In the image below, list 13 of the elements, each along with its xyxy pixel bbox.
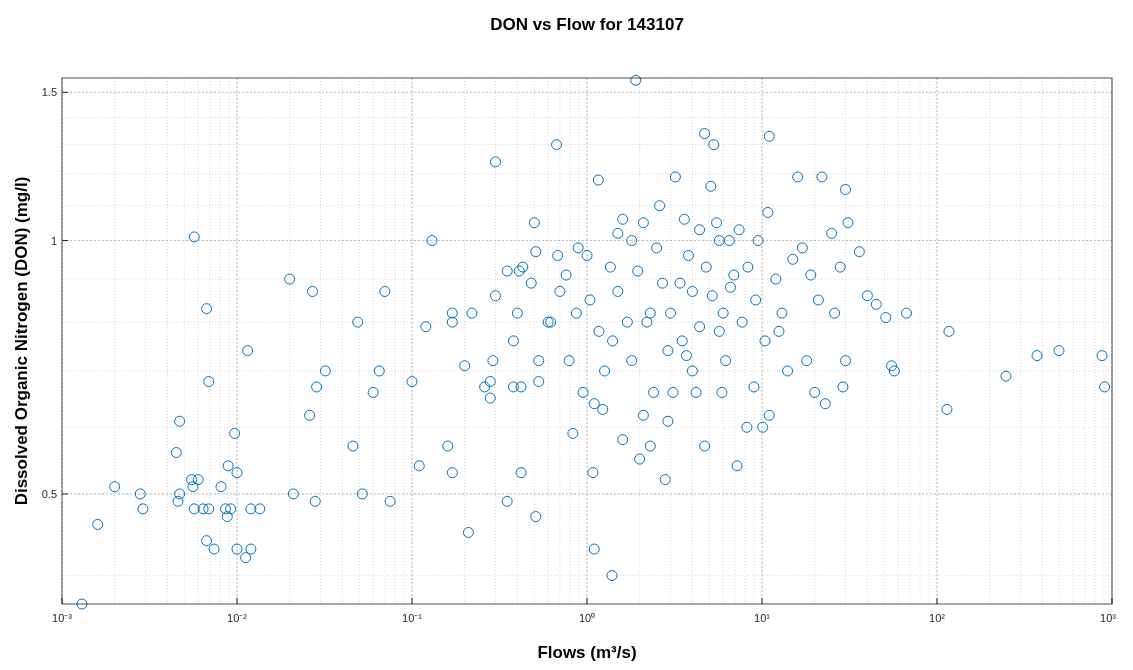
y-axis-title: Dissolved Organic Nitrogen (DON) (mg/l) xyxy=(12,176,31,506)
x-tick-label: 10⁻³ xyxy=(52,612,73,624)
chart-title: DON vs Flow for 143107 xyxy=(490,15,684,34)
x-tick-label: 10⁰ xyxy=(578,612,596,624)
x-tick-label: 10⁻¹ xyxy=(402,612,423,624)
x-axis-title: Flows (m³/s) xyxy=(537,643,637,662)
y-tick-label: 1.5 xyxy=(41,86,57,99)
x-tick-label: 10⁻² xyxy=(227,612,248,624)
y-tick-label: 0.5 xyxy=(41,487,57,500)
x-tick-label: 10¹ xyxy=(754,612,771,624)
x-tick-label: 10³ xyxy=(1100,612,1117,624)
y-tick-label: 1 xyxy=(50,234,57,247)
x-tick-label: 10² xyxy=(929,612,946,624)
